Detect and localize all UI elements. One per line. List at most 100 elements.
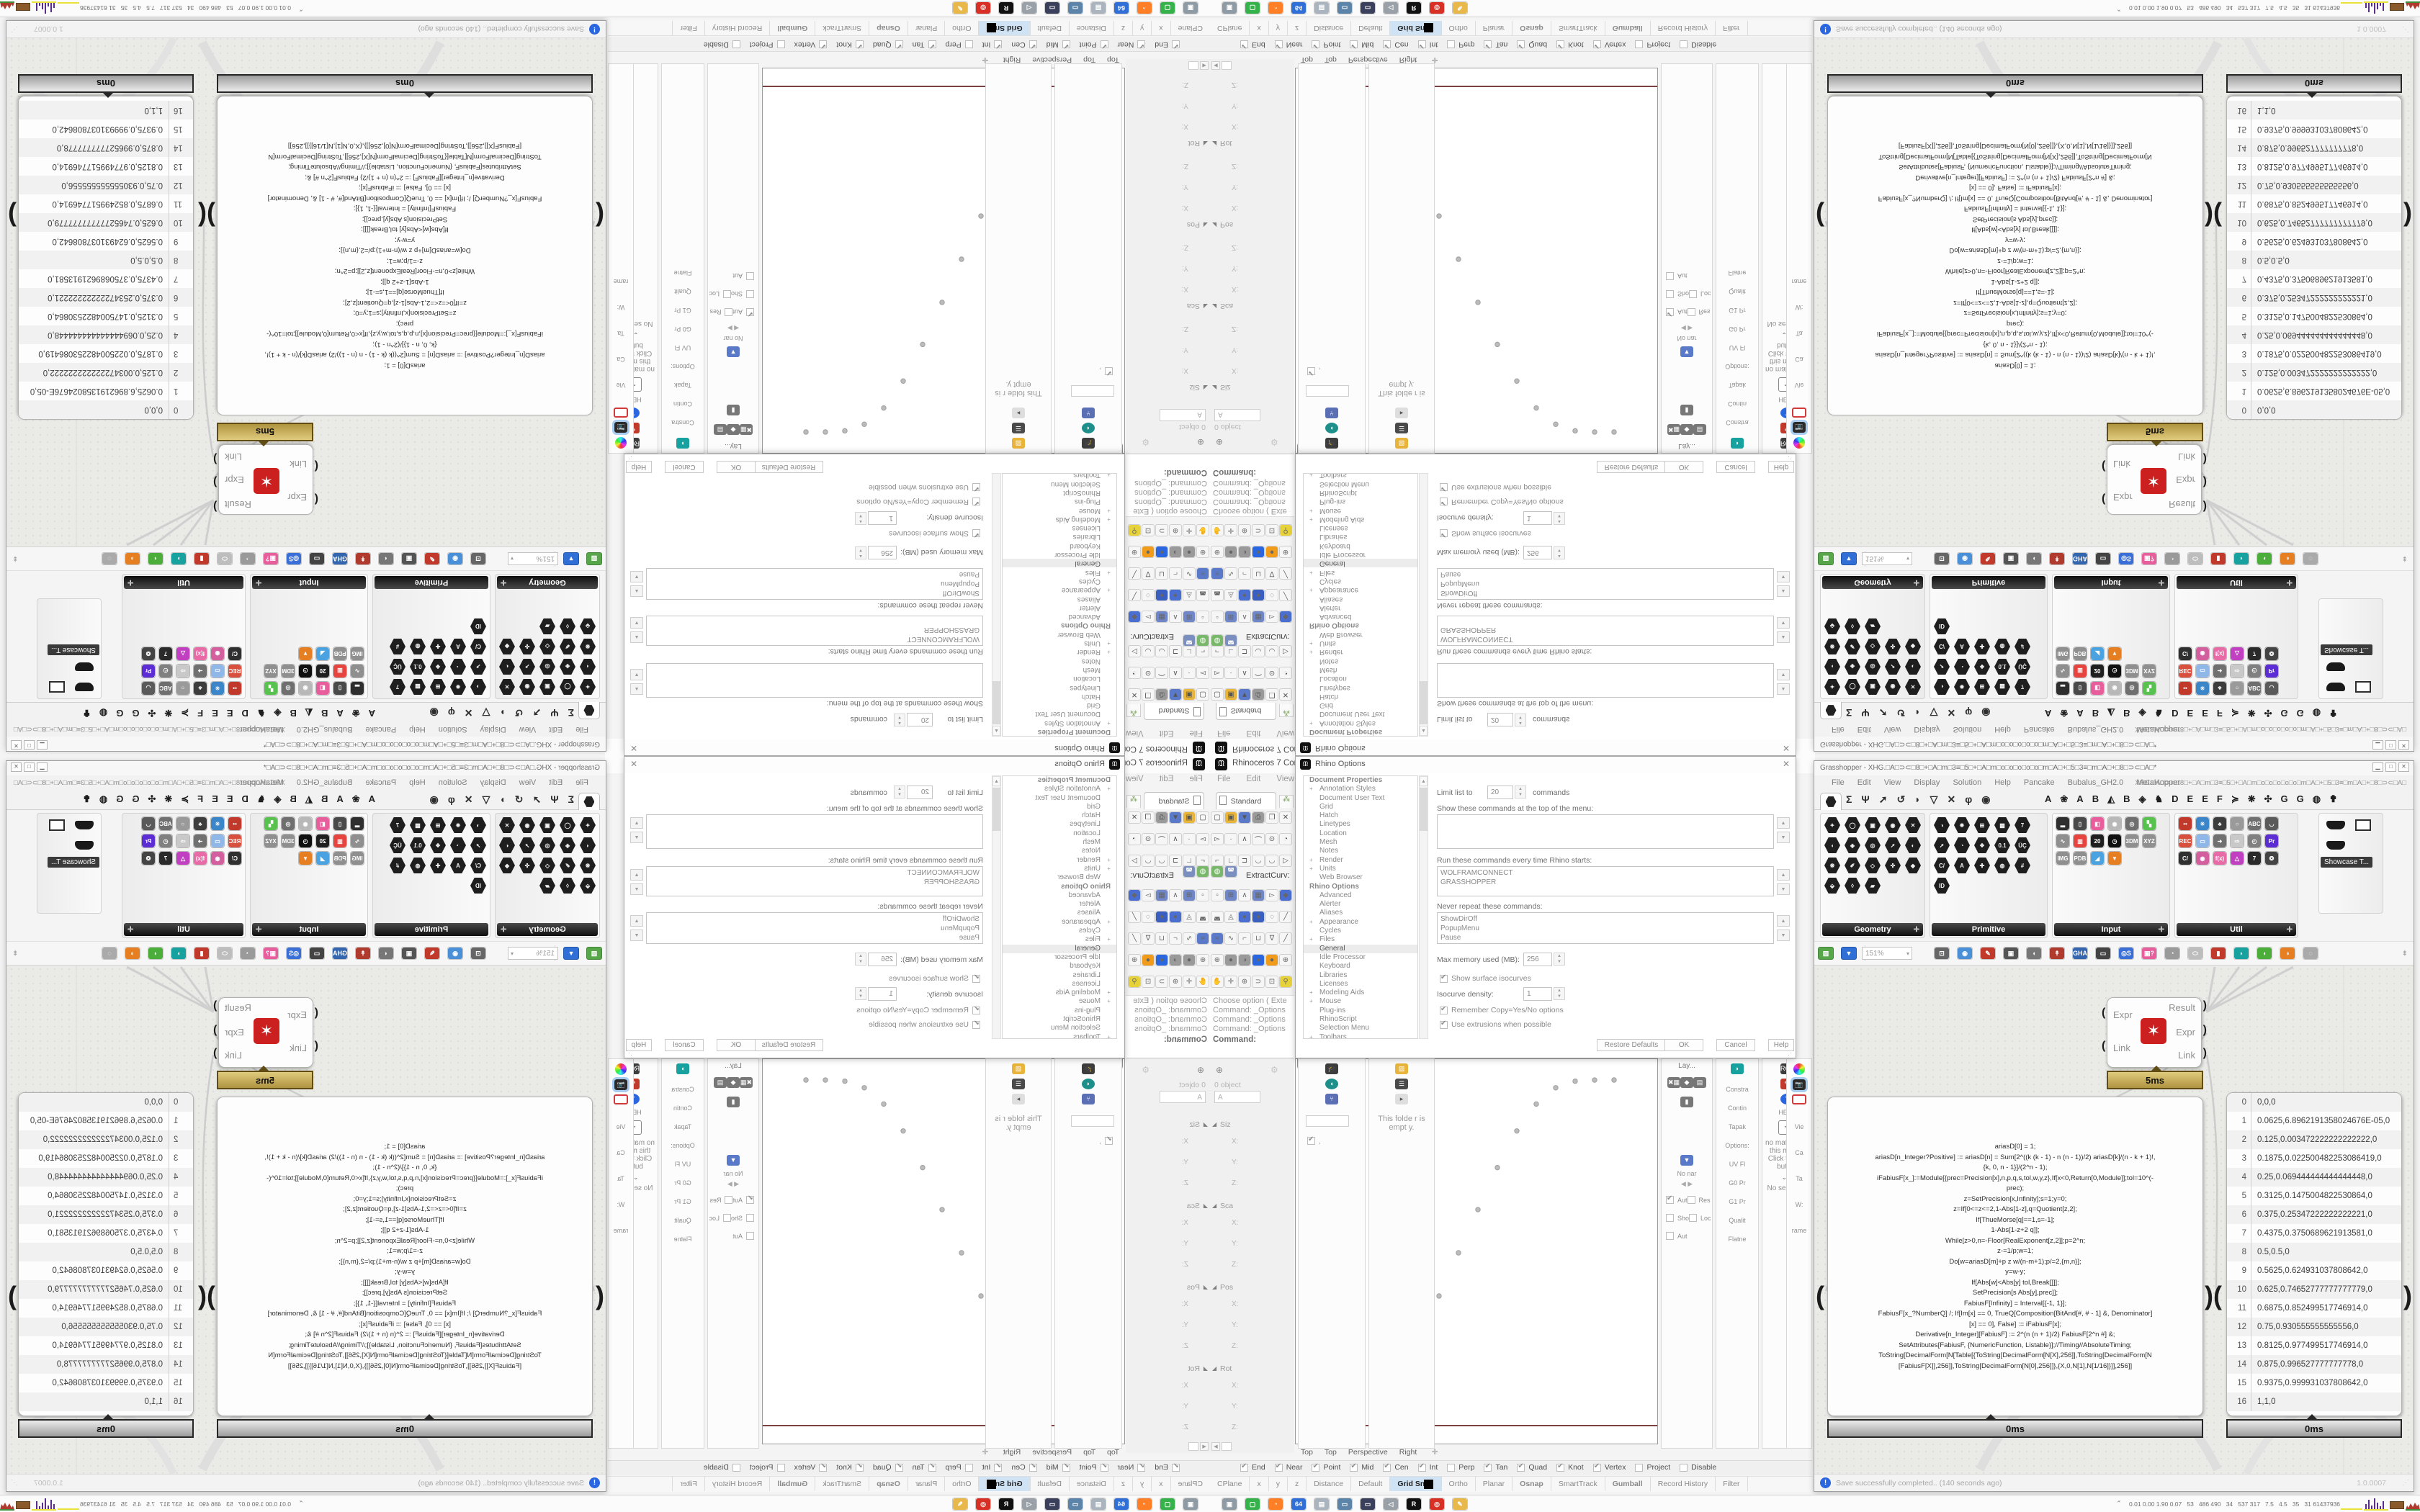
rhino-menu-item[interactable]: File bbox=[1217, 775, 1231, 783]
gh-component-icon[interactable]: ◊ bbox=[560, 877, 575, 894]
options-tree-item[interactable]: Hatch bbox=[1081, 692, 1101, 701]
never-command-item[interactable]: ShowDirOff bbox=[943, 589, 980, 597]
panel-checkbox[interactable]: Res bbox=[709, 1196, 733, 1204]
rhino-toolbar-icon[interactable]: ● bbox=[1169, 589, 1182, 601]
expand-group-icon[interactable]: ✛ bbox=[127, 925, 134, 934]
gh-plugin-tab[interactable]: ❀ bbox=[2060, 708, 2069, 719]
open-file-icon[interactable]: ▨ bbox=[586, 947, 602, 960]
wire-grip[interactable]: ( bbox=[596, 1281, 604, 1310]
gh-plugin-tab[interactable]: E bbox=[2187, 793, 2194, 804]
gh-component-icon[interactable]: ID bbox=[1934, 618, 1950, 635]
output-connector[interactable]: ) bbox=[213, 1047, 218, 1059]
rhino-toolbar-icon[interactable]: ❐ bbox=[1265, 688, 1278, 701]
tree-expand-icon[interactable]: + bbox=[1107, 989, 1111, 996]
rhino-menu-item[interactable]: View bbox=[1125, 775, 1144, 783]
gh-menu-item[interactable]: Help bbox=[409, 725, 426, 734]
gh-menu-item[interactable]: Help bbox=[1994, 725, 2011, 734]
gh-component-icon[interactable]: f(x) bbox=[2213, 647, 2227, 661]
gh-component-icon[interactable]: ◑ bbox=[470, 678, 486, 696]
save-icon[interactable]: ▼ bbox=[1680, 346, 1693, 357]
gh-menu-item[interactable]: Edit bbox=[1857, 725, 1871, 734]
panel-checkbox[interactable]: Sho bbox=[1666, 1214, 1689, 1222]
gh-toolbar-icon[interactable]: ◌ bbox=[102, 947, 117, 960]
rhino-toolbar-icon[interactable]: ⊕ bbox=[1128, 546, 1141, 558]
gh-plugin-tab[interactable]: A bbox=[336, 793, 344, 804]
gh-component-icon[interactable]: IMG bbox=[350, 647, 364, 661]
rhino-toolbar-icon[interactable]: ◛ bbox=[1211, 911, 1224, 923]
panel-a-input[interactable] bbox=[1306, 1115, 1349, 1127]
group-label-geometry[interactable]: Geometry ✛ bbox=[497, 923, 598, 936]
wire-grip[interactable]: ( bbox=[596, 202, 604, 231]
gh-menu-item[interactable]: Display bbox=[480, 778, 506, 787]
taskbar-app-icon[interactable]: 64 bbox=[1291, 1, 1307, 14]
rhino-toolbar-icon[interactable]: ⊡ bbox=[1265, 976, 1278, 988]
gh-component-icon[interactable]: 7 bbox=[2015, 678, 2030, 696]
gh-plugin-tab[interactable]: E bbox=[2202, 793, 2208, 804]
folder-icon[interactable]: ▨ bbox=[1012, 1063, 1025, 1074]
gh-category-tab[interactable]: ◉ bbox=[429, 793, 439, 805]
status-field[interactable]: z bbox=[1113, 21, 1133, 35]
gh-component-icon[interactable]: ⬙ bbox=[580, 618, 596, 635]
gh-plugin-tab[interactable]: G bbox=[2280, 708, 2288, 719]
input-connector[interactable]: ( bbox=[2102, 1040, 2106, 1052]
gh-component-icon[interactable]: ✕ bbox=[1905, 816, 1921, 834]
remember-copy-checkbox[interactable]: Remember Copy=Yes/No options bbox=[856, 1006, 980, 1014]
rhino-toolbar-icon[interactable]: ◚ bbox=[1224, 634, 1237, 647]
sunglasses-icon[interactable] bbox=[2326, 662, 2345, 671]
narrow-panel-d[interactable]: ◗ Constra Contin Tapak Options: UV Fl G0 Pr G1… bbox=[661, 1058, 704, 1449]
rhino-menu-item[interactable]: View bbox=[1125, 729, 1144, 737]
gh-component-icon[interactable]: ◯ bbox=[1845, 816, 1860, 834]
component-output-label[interactable]: Link bbox=[2178, 1050, 2195, 1061]
gh-component-icon[interactable]: ◯ bbox=[560, 816, 575, 834]
gh-component-icon[interactable]: ➜ bbox=[2213, 834, 2227, 848]
gh-plugin-tab[interactable]: ✣ bbox=[148, 708, 156, 719]
sphere-icon[interactable]: ◖ bbox=[1325, 1079, 1338, 1089]
gh-toolbar-icon[interactable]: ◖ bbox=[2026, 947, 2042, 960]
rhino-toolbar-icon[interactable]: ≈ bbox=[1211, 932, 1224, 945]
options-tree-item[interactable]: Notes bbox=[1081, 847, 1101, 855]
run-commands-list[interactable]: WOLFRAMCONNECT GRASSHOPPER bbox=[646, 866, 983, 896]
options-tree-item[interactable]: Document Properties bbox=[1309, 776, 1383, 784]
wire-grip[interactable]: ) bbox=[207, 202, 215, 231]
options-tree-item[interactable]: Mesh bbox=[1319, 838, 1337, 847]
rhino-tab-standard[interactable]: Standard bbox=[1144, 703, 1204, 720]
maximize-icon[interactable]: □ bbox=[2385, 740, 2396, 750]
folder-icon[interactable]: ▨ bbox=[1395, 1063, 1408, 1074]
panel-checkbox[interactable]: Aut bbox=[1666, 308, 1688, 316]
gh-plugin-tab[interactable]: B bbox=[290, 793, 297, 804]
gh-component-icon[interactable]: C/ bbox=[2178, 851, 2192, 865]
taskbar-app-icon[interactable]: ✎ bbox=[1452, 1, 1468, 14]
list-up-button[interactable]: ▲ bbox=[630, 869, 643, 881]
restore-defaults-button[interactable]: Restore Defaults bbox=[754, 461, 823, 473]
gh-category-tab[interactable]: φ bbox=[1965, 793, 1973, 805]
gh-component-icon[interactable]: ⇨ bbox=[176, 664, 190, 678]
maximize-icon[interactable]: □ bbox=[2385, 762, 2396, 772]
status-field[interactable]: Osnap bbox=[869, 1477, 908, 1491]
gh-plugin-tab[interactable]: A bbox=[2076, 793, 2084, 804]
options-tree-item[interactable]: +Mouse bbox=[1078, 506, 1111, 515]
gh-component-icon[interactable]: ◎ bbox=[1865, 658, 1881, 675]
options-tree-item[interactable]: +Appearance bbox=[1309, 917, 1358, 926]
group-label-input[interactable]: Input ✛ bbox=[252, 923, 366, 936]
panel-a-input[interactable] bbox=[1071, 385, 1114, 397]
layer-panel-icon[interactable]: ▤ bbox=[714, 1077, 727, 1088]
narrow-panel-a[interactable]: 🎓 ◖ ⑂ , bbox=[1054, 1058, 1122, 1449]
options-tree-item[interactable]: Licenses bbox=[1319, 979, 1348, 988]
gh-component-icon[interactable]: ◔ bbox=[1954, 658, 1970, 675]
command-prompt[interactable]: Command: bbox=[1163, 468, 1207, 477]
gh-menu-item[interactable]: Help bbox=[409, 778, 426, 787]
component-input-label[interactable]: Expr bbox=[2113, 492, 2133, 503]
layer-panel-icon[interactable]: ▤ bbox=[1693, 1077, 1706, 1088]
gh-component-icon[interactable]: ◇ bbox=[539, 638, 555, 655]
options-tree-item[interactable]: +Files bbox=[1309, 935, 1335, 944]
options-tree-item[interactable]: +Mouse bbox=[1309, 997, 1342, 1006]
taskbar-app-icon[interactable]: R bbox=[1406, 1, 1422, 14]
osnap-toggle[interactable]: Near bbox=[1274, 40, 1302, 49]
taskbar-app-icon[interactable]: ▢ bbox=[1160, 1, 1175, 14]
gh-component-icon[interactable]: A bbox=[1954, 857, 1970, 874]
gh-component-icon[interactable]: ◊ bbox=[1845, 877, 1860, 894]
gh-component-icon[interactable]: ◉ bbox=[2107, 681, 2122, 696]
options-tree-item[interactable]: Cycles bbox=[1078, 927, 1101, 935]
options-tree-item[interactable]: Location bbox=[1073, 675, 1101, 683]
tree-expand-icon[interactable]: + bbox=[1309, 719, 1313, 726]
